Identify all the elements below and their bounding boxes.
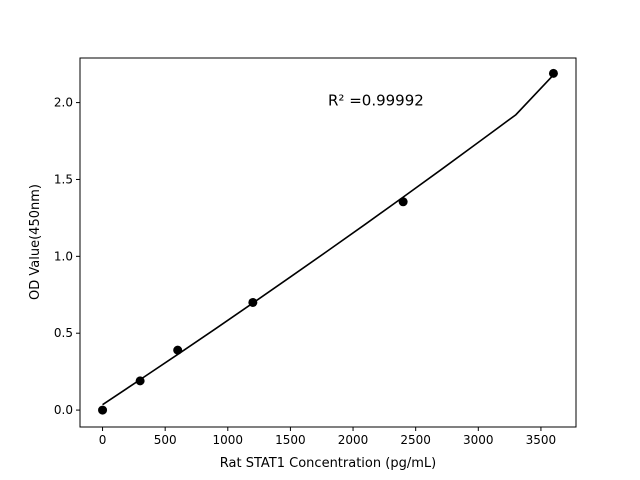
plot-frame <box>79 57 577 428</box>
y-tick-label: 2.0 <box>54 96 73 110</box>
x-tick-label: 1000 <box>213 433 244 447</box>
x-axis-label: Rat STAT1 Concentration (pg/mL) <box>220 456 436 471</box>
x-tick-label: 3000 <box>463 433 494 447</box>
y-tick-label: 1.0 <box>54 249 73 263</box>
fit-curve <box>102 74 555 406</box>
x-tick-label: 2000 <box>338 433 369 447</box>
x-tick-label: 2500 <box>400 433 431 447</box>
y-axis-label: OD Value(450nm) <box>28 184 43 300</box>
y-tick-label: 1.5 <box>54 172 73 186</box>
data-point <box>173 345 183 355</box>
x-axis: 0 500 1000 1500 2000 2500 3000 3500 <box>99 427 556 447</box>
x-tick-label: 500 <box>154 433 177 447</box>
x-tick-label: 3500 <box>526 433 557 447</box>
data-point <box>398 197 408 207</box>
x-tick-label: 0 <box>99 433 107 447</box>
y-axis: 0.0 0.5 1.0 1.5 2.0 <box>54 96 80 417</box>
data-points <box>98 68 558 415</box>
x-tick-label: 1500 <box>275 433 306 447</box>
data-point <box>548 68 558 78</box>
data-point <box>135 376 145 386</box>
data-point <box>248 297 258 307</box>
y-tick-label: 0.5 <box>54 326 73 340</box>
y-tick-label: 0.0 <box>54 403 73 417</box>
data-point <box>98 405 108 415</box>
r-squared-annotation: R² =0.99992 <box>328 92 424 110</box>
